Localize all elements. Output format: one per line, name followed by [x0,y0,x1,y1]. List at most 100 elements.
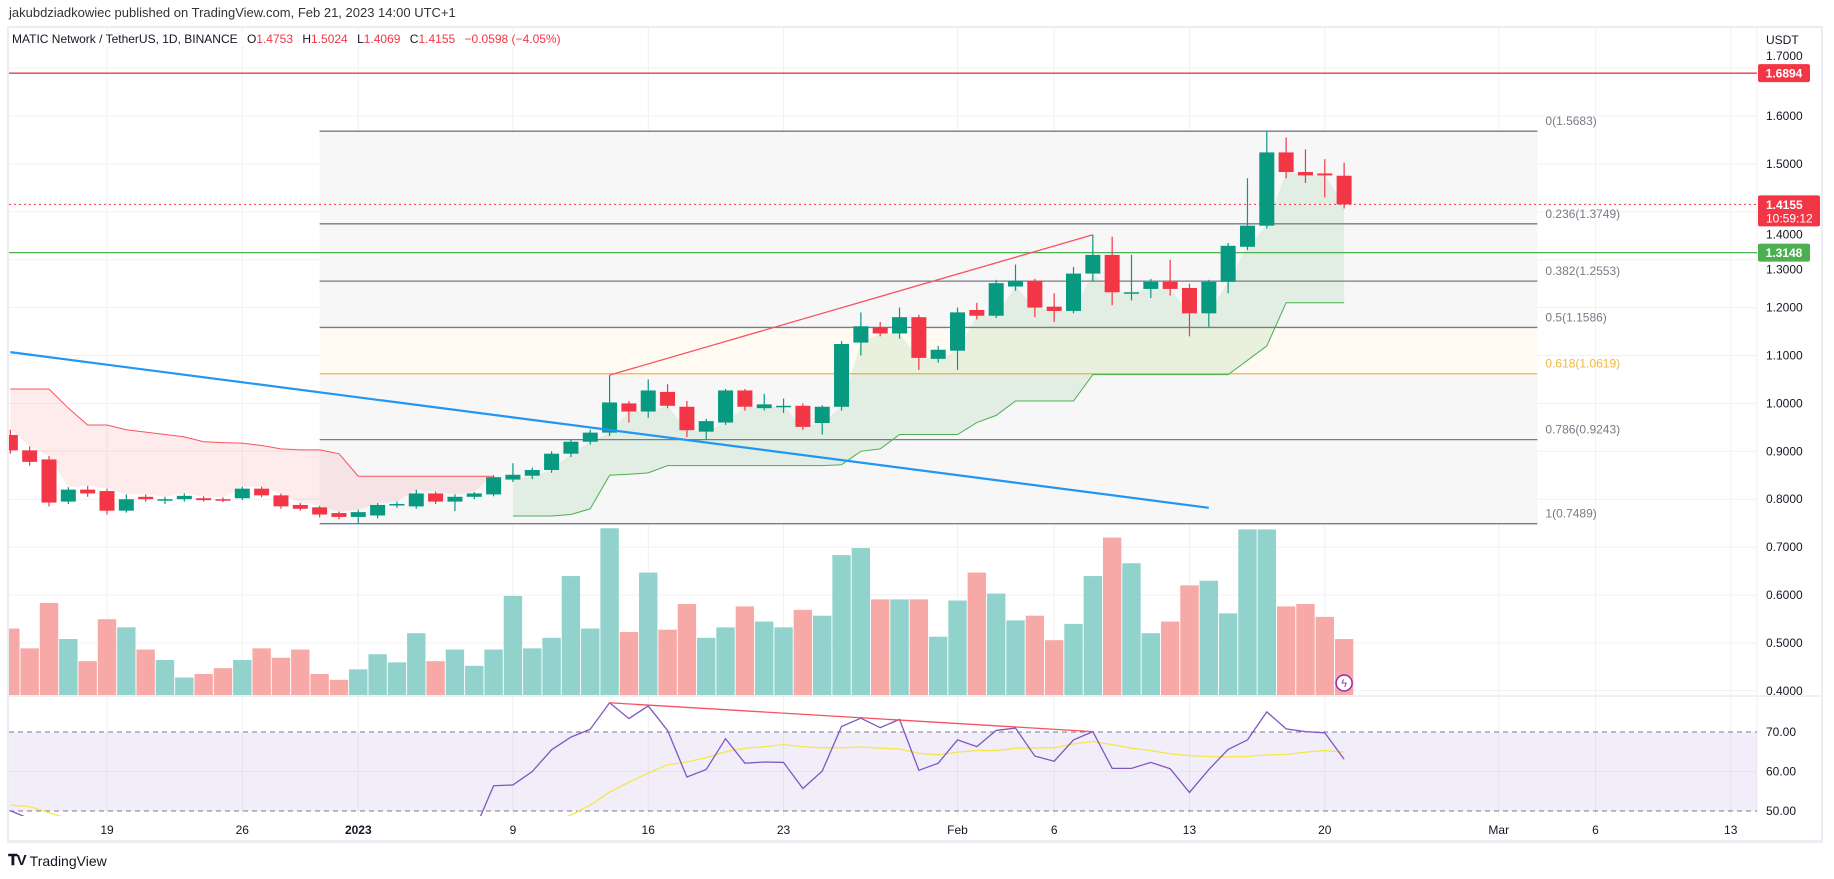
volume-bar [484,649,503,695]
candle-body [138,496,154,500]
candle-body [80,489,96,494]
volume-bar [233,660,252,695]
candle [273,493,289,509]
volume-bar [271,657,291,695]
candle [486,475,502,497]
volume-bar [909,599,929,695]
candle-body [602,402,618,433]
volume-bar [1276,606,1296,695]
candle [1297,149,1313,184]
volume-bar [407,633,426,695]
candle-body [679,406,695,431]
candle-body [1181,287,1197,314]
countdown-text: 10:59:12 [1766,211,1813,225]
time-tick-label: Feb [947,823,968,837]
candle-body [930,349,946,359]
candle-body [196,498,212,501]
candle [756,393,772,411]
symbol-title[interactable]: MATIC Network / TetherUS, 1D, BINANCE [12,32,238,46]
candles [9,131,1352,524]
fib-label: 0.236(1.3749) [1545,207,1620,221]
time-tick-label: 13 [1724,823,1738,837]
candle-body [814,406,830,424]
candle [80,485,96,497]
price-tick-label: 1.2000 [1766,301,1803,315]
candle-body [718,390,734,423]
candle [1201,279,1217,327]
candle [814,405,830,435]
volume-bar [658,629,677,695]
candle [1046,293,1062,322]
time-tick-label: 13 [1183,823,1197,837]
trendline-red-price-uptrend [609,234,1094,376]
candle [969,302,985,320]
price-pane [9,72,1757,695]
volume-bar [155,660,175,695]
fib-label: 0.382(1.2553) [1545,264,1620,278]
candle-body [950,312,966,351]
volume-bar [523,648,542,695]
lightning-glyph: ϟ [1341,678,1347,690]
candle-body [776,405,792,408]
candle [1259,131,1275,229]
volume-bar [1006,620,1025,695]
candle-body [1220,245,1236,282]
candle-body [1239,225,1255,247]
volume-bar [1064,623,1083,695]
volume-bar [213,668,233,695]
time-tick-label: Mar [1488,823,1509,837]
candle-body [640,390,656,412]
candle-body [1278,152,1294,173]
candle [428,491,444,504]
candle-body [1046,306,1062,311]
candle [312,505,328,518]
volume-bar [1044,640,1064,695]
badge-bg [1758,243,1810,262]
footer-brand[interactable]: TradingView [29,852,107,869]
price-tick-label: 1.4000 [1766,227,1803,241]
candle [138,494,154,502]
volume-bar [1160,621,1180,695]
candle [466,492,482,500]
candle [795,403,811,430]
price-tick-label: 0.8000 [1766,492,1803,506]
candle [350,509,366,524]
rsi-line [10,701,1345,816]
candle [41,456,57,507]
candle-body [370,504,386,516]
candle [640,379,656,418]
volume-bar [1257,529,1276,695]
candle-body [312,507,328,515]
fib-zone [319,131,1538,224]
time-tick-label: 6 [1592,823,1599,837]
volume-bar [78,661,97,695]
volume-bar [1199,580,1219,695]
open-value: 1.4753 [256,32,293,46]
volume-bar [986,593,1006,695]
candle-body [254,488,270,496]
candle [950,307,966,370]
candle-body [988,283,1004,316]
candle-body [99,491,115,511]
volume-bar [194,674,213,695]
volume-bars [9,528,1354,695]
volume-bar [1315,616,1334,695]
resistance-band-fill [10,389,494,512]
volume-bar [252,648,271,695]
candle-body [1123,292,1139,294]
support-band-line [512,302,1345,517]
candle-body [1085,254,1101,274]
candle-body [22,450,38,462]
candle [911,314,927,370]
volume-bar [39,602,59,695]
candle-body [176,495,192,500]
candle [1336,162,1352,209]
tradingview-logo-icon: 𝐓V [8,852,27,869]
candle-body [1297,172,1313,176]
time-tick-label: 26 [236,823,250,837]
volume-bar [291,649,310,695]
fib-zone [319,373,1538,440]
candle [737,389,753,411]
volume-bar [967,572,987,695]
